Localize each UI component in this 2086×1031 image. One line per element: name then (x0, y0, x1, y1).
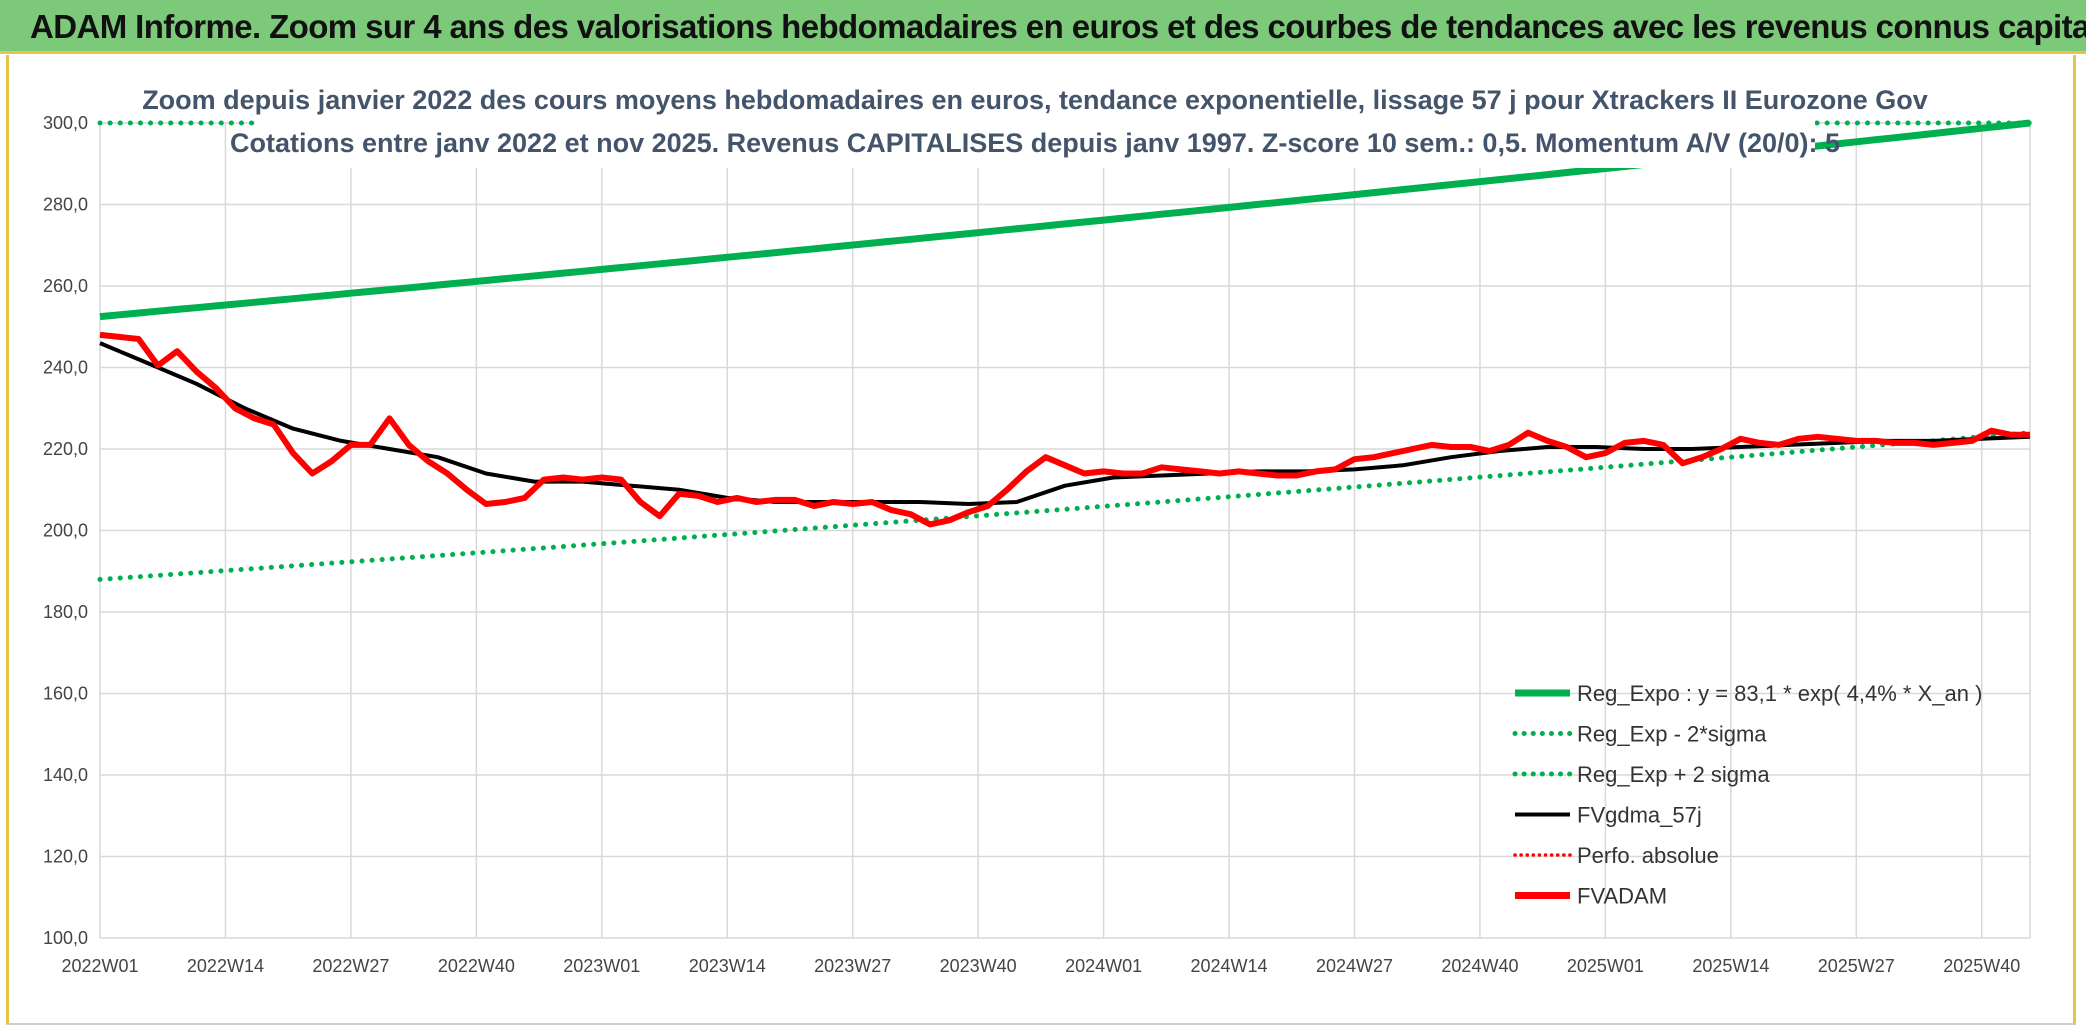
legend-item: FVgdma_57j (1515, 803, 1702, 828)
x-tick-label: 2025W27 (1818, 956, 1895, 976)
legend-label: Reg_Exp - 2*sigma (1577, 722, 1767, 747)
series-fvadam (99, 331, 2030, 528)
x-tick-label: 2023W40 (940, 956, 1017, 976)
grid-lines (99, 122, 2031, 939)
legend-label: Perfo. absolue (1577, 843, 1719, 868)
x-tick-label: 2024W01 (1065, 956, 1142, 976)
y-tick-label: 180,0 (43, 602, 88, 622)
x-tick-label: 2023W14 (689, 956, 766, 976)
y-tick-label: 160,0 (43, 684, 88, 704)
chart-title-line-2: Cotations entre janv 2022 et nov 2025. R… (230, 128, 1840, 158)
page-title: ADAM Informe. Zoom sur 4 ans des valoris… (30, 8, 2086, 45)
axis-labels: 100,0 120,0 140,0 160,0 180,0 200,0 220,0 240,0… (43, 113, 2020, 976)
chart-title: Zoom depuis janvier 2022 des cours moyen… (142, 76, 1928, 168)
x-tick-label: 2022W14 (187, 956, 264, 976)
legend-label: FVADAM (1577, 884, 1667, 909)
x-tick-label: 2022W40 (438, 956, 515, 976)
x-tick-label: 2024W14 (1191, 956, 1268, 976)
y-tick-label: 120,0 (43, 847, 88, 867)
y-tick-label: 200,0 (43, 521, 88, 541)
y-tick-label: 140,0 (43, 765, 88, 785)
x-tick-label: 2024W40 (1441, 956, 1518, 976)
legend-label: Reg_Exp + 2 sigma (1577, 762, 1770, 787)
chart-frame (6, 55, 2076, 1025)
series-layer (97, 119, 2033, 582)
legend-item: Reg_Expo : y = 83,1 * exp( 4,4% * X_an ) (1515, 681, 1982, 706)
title-banner: ADAM Informe. Zoom sur 4 ans des valoris… (0, 0, 2086, 54)
y-tick-label: 280,0 (43, 195, 88, 215)
y-tick-label: 300,0 (43, 113, 88, 133)
legend-label: Reg_Expo : y = 83,1 * exp( 4,4% * X_an ) (1577, 681, 1982, 706)
x-tick-label: 2022W27 (312, 956, 389, 976)
x-tick-label: 2025W01 (1567, 956, 1644, 976)
chart-title-line-1: Zoom depuis janvier 2022 des cours moyen… (142, 85, 1928, 115)
x-tick-label: 2025W40 (1943, 956, 2020, 976)
legend-label: FVgdma_57j (1577, 803, 1702, 828)
legend-item: FVADAM (1515, 884, 1667, 909)
y-tick-label: 240,0 (43, 358, 88, 378)
y-tick-label: 260,0 (43, 276, 88, 296)
x-tick-label: 2023W01 (563, 956, 640, 976)
y-tick-label: 220,0 (43, 439, 88, 459)
x-tick-label: 2024W27 (1316, 956, 1393, 976)
x-tick-label: 2025W14 (1692, 956, 1769, 976)
legend-item: Reg_Exp + 2 sigma (1512, 762, 1770, 787)
x-tick-label: 2022W01 (61, 956, 138, 976)
y-tick-label: 100,0 (43, 928, 88, 948)
legend-item: Perfo. absolue (1513, 843, 1719, 868)
legend-item: Reg_Exp - 2*sigma (1512, 722, 1767, 747)
x-tick-label: 2023W27 (814, 956, 891, 976)
legend: Reg_Expo : y = 83,1 * exp( 4,4% * X_an )… (1512, 681, 1982, 909)
title-backdrop (255, 76, 1815, 168)
series-reg-exp-minus-2sigma (97, 430, 2033, 582)
